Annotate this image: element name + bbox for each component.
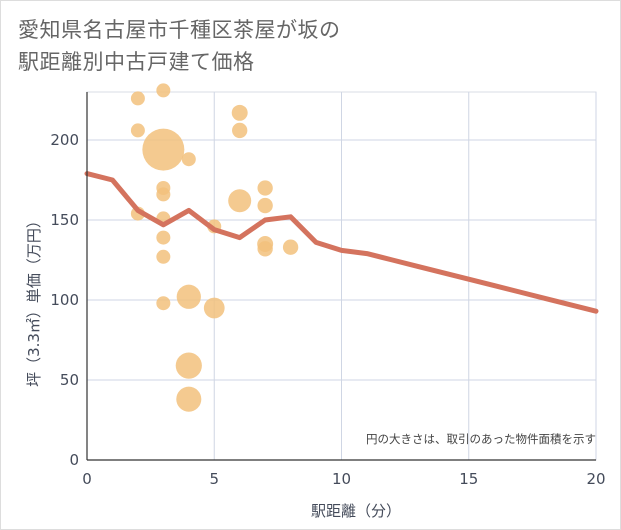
x-tick-label: 0: [82, 470, 92, 488]
y-tick-label: 50: [60, 371, 79, 389]
y-tick-label: 200: [50, 131, 79, 149]
bubble-point: [203, 297, 225, 319]
bubble-point: [181, 152, 196, 167]
x-axis-label: 駅距離（分）: [311, 502, 401, 520]
y-axis-label: 坪（3.3㎡）単価（万円）: [25, 213, 43, 387]
bubble-point: [257, 180, 273, 196]
bubble-point: [282, 239, 299, 255]
axes: [86, 92, 596, 461]
y-tick-label: 150: [50, 211, 79, 229]
bubble-point: [176, 284, 201, 309]
bubble-point: [175, 352, 202, 379]
chart-title: 愛知県名古屋市千種区茶屋が坂の 駅距離別中古戸建て価格: [18, 14, 341, 78]
bubble-point: [156, 249, 171, 264]
bubble-point: [142, 128, 185, 171]
bubble-point: [231, 104, 248, 121]
bubble-point: [228, 189, 252, 213]
bubble-point: [156, 296, 171, 311]
bubble-point: [156, 83, 171, 98]
bubble-point: [156, 230, 171, 245]
title-line-1: 愛知県名古屋市千種区茶屋が坂の: [18, 18, 341, 42]
bubble-point: [130, 91, 145, 106]
y-tick-label: 0: [69, 451, 79, 469]
size-note: 円の大きさは、取引のあった物件面積を示す: [366, 432, 596, 446]
average-price-line: [84, 171, 599, 314]
bubble-layer: [130, 83, 299, 412]
x-tick-label: 15: [459, 470, 478, 488]
bubble-point: [130, 123, 145, 138]
x-tick-label: 20: [586, 470, 605, 488]
bubble-point: [156, 187, 171, 202]
line-layer: [84, 171, 599, 314]
bubble-point: [257, 197, 273, 214]
title-line-2: 駅距離別中古戸建て価格: [18, 50, 255, 74]
bubble-point: [257, 241, 273, 257]
bubble-point: [232, 122, 248, 139]
x-tick-label: 5: [209, 470, 219, 488]
bubble-point: [176, 386, 202, 412]
x-tick-label: 10: [332, 470, 351, 488]
y-tick-label: 100: [50, 291, 79, 309]
